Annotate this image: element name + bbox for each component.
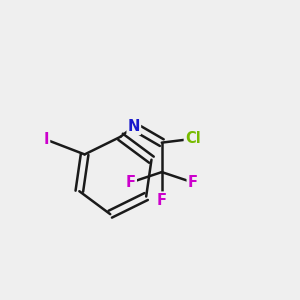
Text: F: F bbox=[157, 193, 167, 208]
Text: F: F bbox=[126, 175, 136, 190]
Text: Cl: Cl bbox=[185, 131, 201, 146]
Text: F: F bbox=[188, 175, 198, 190]
Text: I: I bbox=[44, 132, 49, 147]
Text: N: N bbox=[128, 119, 140, 134]
